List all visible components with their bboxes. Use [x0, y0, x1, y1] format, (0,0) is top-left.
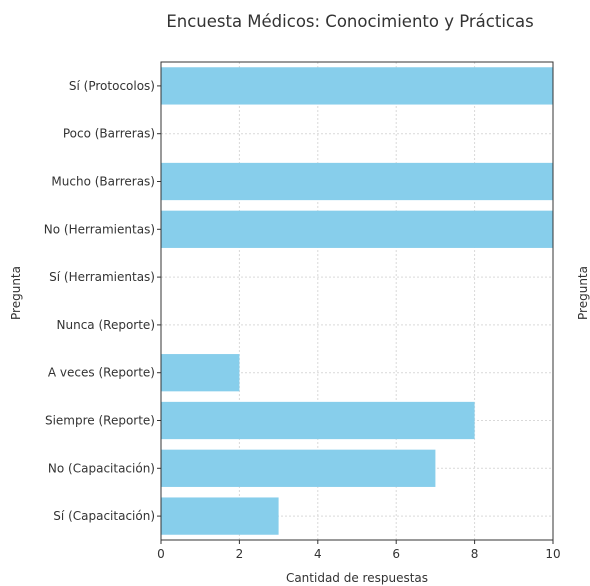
category-label: Nunca (Reporte)	[57, 318, 155, 332]
category-label: Sí (Protocolos)	[69, 79, 155, 93]
bar	[161, 401, 475, 440]
bar	[161, 449, 436, 487]
chart-title: Encuesta Médicos: Conocimiento y Práctic…	[166, 12, 533, 31]
bars	[161, 67, 553, 535]
category-labels: Sí (Capacitación) No (Capacitación) Siempr…	[44, 79, 161, 523]
category-label: No (Capacitación)	[48, 461, 155, 475]
x-tick-label: 4	[314, 547, 322, 561]
x-tick-labels: 0 2 4 6 8 10	[157, 540, 561, 561]
category-label: Sí (Capacitación)	[53, 509, 155, 523]
x-tick-label: 2	[236, 547, 244, 561]
category-label: Sí (Herramientas)	[49, 270, 155, 284]
category-label: Siempre (Reporte)	[45, 414, 155, 428]
bar	[161, 354, 240, 392]
category-label: No (Herramientas)	[44, 222, 155, 236]
x-axis-title: Cantidad de respuestas	[286, 571, 428, 585]
y-axis-title-right: Pregunta	[576, 266, 590, 320]
bar	[161, 497, 279, 535]
plot-frame	[160, 61, 554, 541]
category-label: Poco (Barreras)	[63, 127, 155, 141]
x-tick-label: 10	[545, 547, 560, 561]
bar	[161, 162, 553, 201]
category-label: Mucho (Barreras)	[51, 175, 155, 189]
y-axis-title: Pregunta	[9, 266, 23, 320]
category-label: A veces (Reporte)	[48, 366, 155, 380]
x-tick-label: 8	[471, 547, 479, 561]
bar	[161, 67, 553, 105]
x-tick-label: 0	[157, 547, 165, 561]
x-tick-label: 6	[392, 547, 400, 561]
bar	[161, 210, 553, 248]
